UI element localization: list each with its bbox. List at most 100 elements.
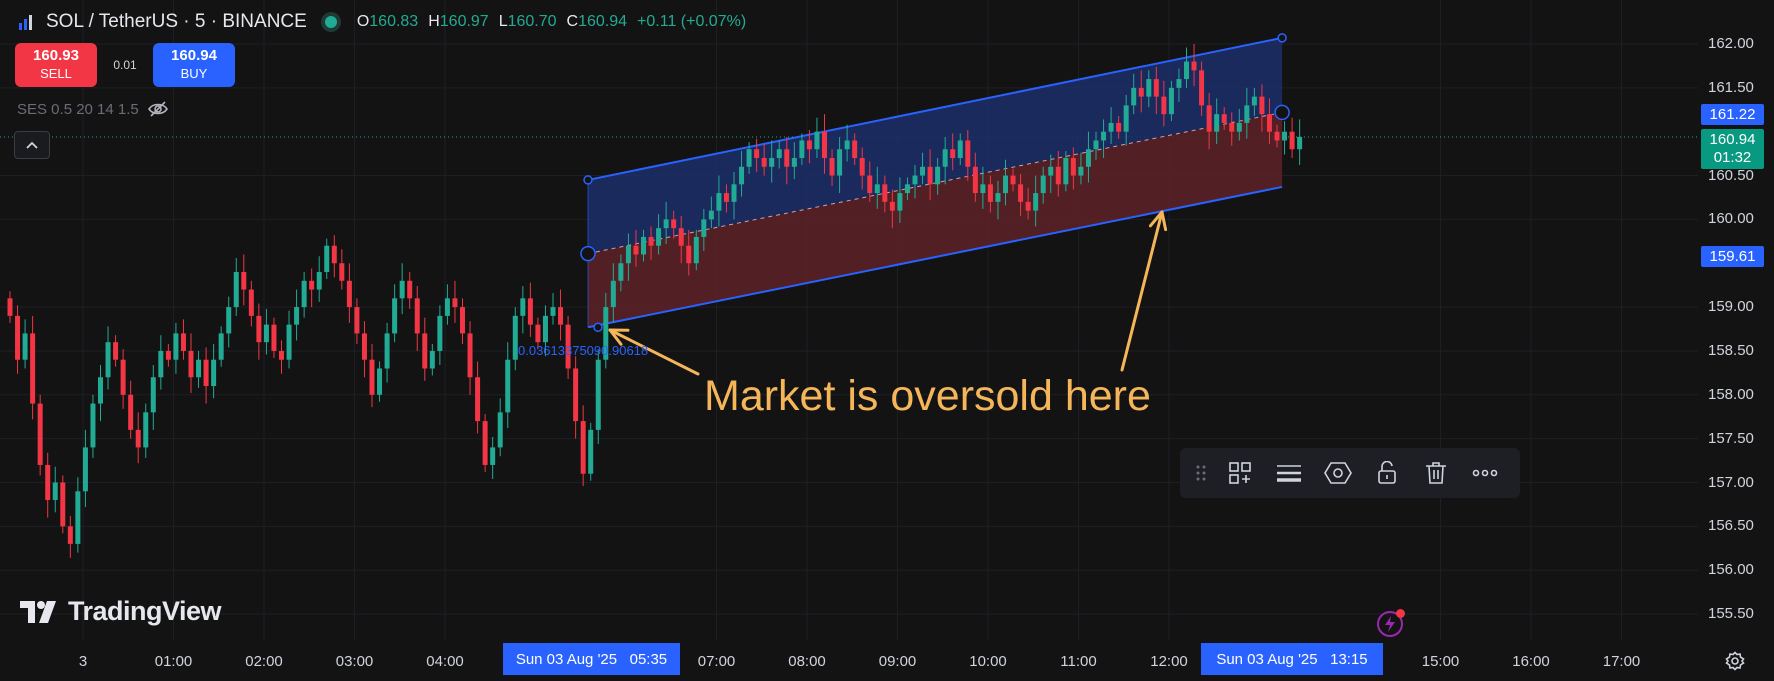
candle-body [573,368,579,422]
arrow-line [608,328,700,376]
channel-handle [583,175,593,185]
price-axis-label: 158.00 [1708,385,1754,403]
candle-body [22,333,28,360]
candle-body [414,298,420,334]
candle-body [995,193,1001,202]
delete-icon[interactable] [1419,456,1453,490]
candle-body [950,149,956,159]
candle-body [361,333,367,360]
drag-handle-icon[interactable] [1194,456,1208,490]
candle-body [1010,175,1016,185]
candle-body [105,342,111,378]
channel-handle [1277,33,1287,43]
candle-body [1176,79,1182,88]
time-tag-start: Sun 03 Aug '25 05:35 [503,643,680,675]
time-axis-label: 08:00 [788,653,826,670]
candle-body [60,482,66,527]
eye-off-icon[interactable] [147,100,169,118]
candle-body [1289,131,1295,150]
tradingview-logo[interactable]: TradingView [20,596,222,627]
candle-body [565,324,571,369]
more-icon[interactable] [1468,456,1502,490]
candle-body [1236,122,1242,132]
candle-body [294,307,300,325]
candle-body [769,158,775,167]
candle-body [580,421,586,474]
candle-body [829,158,835,176]
candle-body [113,342,119,360]
candle-body [196,359,202,378]
candle-body [392,298,398,334]
chart-menu-icon[interactable] [18,13,36,31]
market-open-icon [324,16,337,28]
candle-body [1153,79,1159,97]
candle-body [1138,87,1144,97]
sell-button[interactable]: 160.93 SELL [15,43,97,87]
candle-body [814,131,820,150]
candle-body [279,350,284,360]
visual-order-icon[interactable] [1321,456,1355,490]
candle-body [150,377,156,413]
candle-body [671,219,677,229]
candle-body [1116,122,1122,132]
price-axis-label: 162.00 [1708,35,1754,52]
channel-lower-price-tag: 159.61 [1701,246,1764,267]
candle-body [1274,131,1280,141]
arrow-head [1148,210,1168,232]
candle-body [1266,114,1272,132]
candle-body [490,447,496,465]
template-icon[interactable] [1223,456,1257,490]
candle-body [1297,136,1303,150]
lightning-alert-icon[interactable] [1377,609,1405,637]
line-style-icon[interactable] [1272,456,1306,490]
buy-button[interactable]: 160.94 BUY [153,43,235,87]
collapse-legend-button[interactable] [14,131,50,159]
candle-body [648,236,654,246]
channel-upper-line [587,36,1283,181]
candle-body [739,166,745,185]
symbol-title[interactable]: SOL / TetherUS · 5 · BINANCE [46,11,307,32]
candle-body [708,210,714,220]
candle-body [1229,122,1235,132]
brand-name: TradingView [68,596,222,626]
price-axis-label: 158.50 [1708,341,1754,359]
candle-body [527,298,533,325]
annotation-text[interactable]: Market is oversold here [704,372,1151,420]
candle-body [505,359,511,413]
time-axis-label: 10:00 [969,653,1007,670]
candle-body [942,149,948,167]
candle-body [972,166,978,194]
time-axis-label: 04:00 [426,653,464,670]
candle-body [512,315,518,360]
candle-body [610,280,616,308]
price-axis-label: 156.50 [1708,517,1754,535]
candle-body [806,140,812,150]
channel-upper-price-tag: 161.22 [1701,104,1764,125]
lock-icon[interactable] [1370,456,1404,490]
grid-lines [0,0,1698,640]
candle-body [75,491,81,544]
candle-body [346,280,352,308]
channel-mid-line [587,111,1283,255]
candle-body [1146,79,1152,97]
candle-body [369,359,375,395]
drawing-toolbar [1180,448,1520,498]
candle-body [354,307,360,334]
settings-gear-icon[interactable] [1725,651,1745,671]
candle-body [452,298,458,308]
indicator-legend[interactable]: SES 0.5 20 14 1.5 [17,100,169,118]
candle-body [784,149,790,167]
candle-body [1025,201,1031,211]
candle-body [180,333,186,351]
candle-body [882,184,888,202]
candle-body [128,394,134,430]
candle-body [309,280,315,290]
price-axis-label: 160.00 [1708,210,1754,228]
candle-body [316,272,322,290]
spread-value: 0.01 [113,58,137,72]
candle-body [1131,87,1137,106]
candle-body [904,184,910,194]
candle-body [656,228,662,246]
